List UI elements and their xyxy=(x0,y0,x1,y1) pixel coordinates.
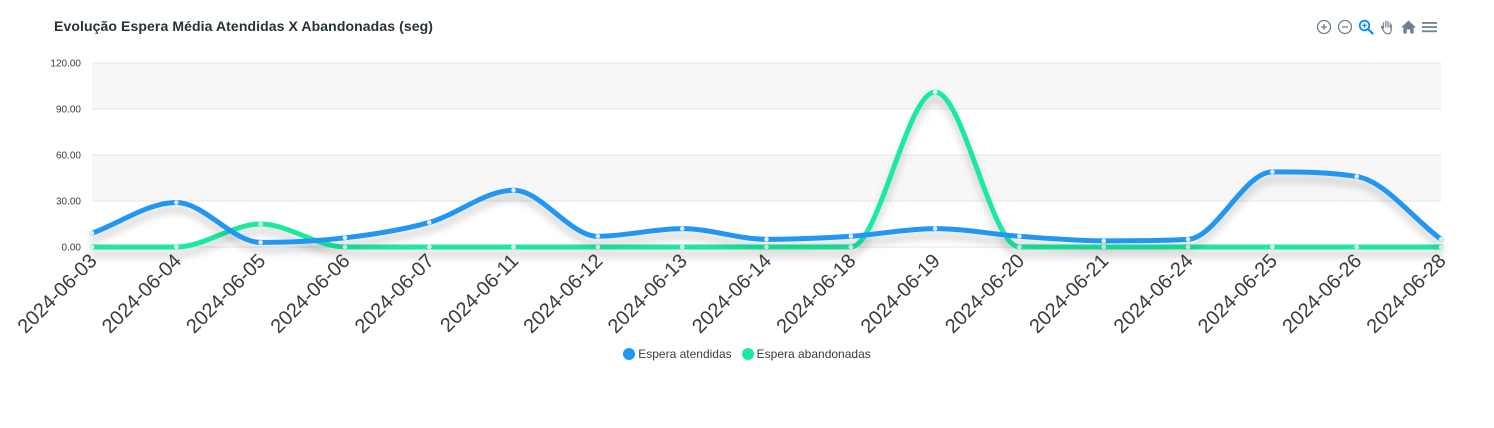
x-tick-label: 2024-06-04 xyxy=(98,250,186,338)
data-point[interactable] xyxy=(342,244,348,250)
data-point[interactable] xyxy=(426,220,432,225)
grid-band xyxy=(92,109,1441,155)
data-point[interactable] xyxy=(1270,169,1275,175)
reset-home-icon[interactable] xyxy=(1398,17,1418,37)
zoom-in-icon[interactable] xyxy=(1314,17,1334,37)
data-point[interactable] xyxy=(426,244,432,250)
data-point[interactable] xyxy=(764,237,769,242)
data-point[interactable] xyxy=(595,244,601,250)
x-tick-label: 2024-06-28 xyxy=(1363,250,1451,338)
zoom-out-icon[interactable] xyxy=(1335,17,1355,37)
data-point[interactable] xyxy=(932,89,938,95)
data-point[interactable] xyxy=(1017,233,1022,239)
x-tick-label: 2024-06-13 xyxy=(604,250,692,338)
legend-item-espera-abandonadas[interactable]: Espera abandonadas xyxy=(741,347,871,361)
data-point[interactable] xyxy=(595,233,601,239)
menu-icon[interactable] xyxy=(1419,17,1439,37)
series-espera-atendidas xyxy=(89,169,1444,245)
grid-band xyxy=(92,63,1441,109)
data-point[interactable] xyxy=(1185,244,1191,250)
x-tick-label: 2024-06-18 xyxy=(772,250,860,338)
pan-hand-icon[interactable] xyxy=(1377,17,1397,37)
chart-title: Evolução Espera Média Atendidas X Abando… xyxy=(54,18,434,34)
data-point[interactable] xyxy=(764,244,769,250)
chart-legend: Espera atendidas Espera abandonadas xyxy=(0,347,1494,361)
x-tick-label: 2024-06-26 xyxy=(1278,250,1366,338)
data-point[interactable] xyxy=(174,200,179,205)
data-point[interactable] xyxy=(89,244,95,250)
data-point[interactable] xyxy=(1270,244,1275,250)
data-point[interactable] xyxy=(679,226,685,231)
series-espera-abandonadas xyxy=(89,89,1444,250)
data-point[interactable] xyxy=(89,230,95,236)
selection-zoom-icon[interactable] xyxy=(1356,17,1376,37)
legend-label: Espera abandonadas xyxy=(756,347,871,361)
data-point[interactable] xyxy=(258,240,263,245)
data-point[interactable] xyxy=(1354,244,1359,250)
series-line xyxy=(89,89,1444,250)
data-point[interactable] xyxy=(258,221,263,227)
data-point[interactable] xyxy=(511,187,516,193)
data-point[interactable] xyxy=(1101,238,1107,244)
line-chart: 0.0030.0060.0090.00120.002024-06-032024-… xyxy=(14,59,1451,338)
data-point[interactable] xyxy=(1438,244,1444,250)
x-tick-label: 2024-06-11 xyxy=(436,250,523,337)
y-tick-label: 120.00 xyxy=(50,59,81,70)
data-point[interactable] xyxy=(1438,237,1444,242)
data-point[interactable] xyxy=(1354,174,1359,179)
y-tick-label: 60.00 xyxy=(56,151,81,162)
x-tick-label: 2024-06-25 xyxy=(1194,250,1282,338)
y-tick-label: 0.00 xyxy=(62,243,82,254)
data-point[interactable] xyxy=(932,226,938,231)
legend-label: Espera atendidas xyxy=(638,347,732,361)
x-tick-label: 2024-06-07 xyxy=(351,250,439,338)
x-tick-label: 2024-06-21 xyxy=(1025,250,1113,338)
legend-item-espera-atendidas[interactable]: Espera atendidas xyxy=(623,347,732,361)
data-point[interactable] xyxy=(848,233,854,239)
data-point[interactable] xyxy=(174,244,179,250)
data-point[interactable] xyxy=(679,244,685,250)
data-point[interactable] xyxy=(342,235,348,241)
x-tick-label: 2024-06-24 xyxy=(1110,250,1198,338)
grid-band xyxy=(92,155,1441,201)
x-tick-label: 2024-06-05 xyxy=(182,250,270,338)
x-tick-label: 2024-06-19 xyxy=(857,250,945,338)
data-point[interactable] xyxy=(1017,244,1022,250)
x-tick-label: 2024-06-14 xyxy=(688,250,776,338)
legend-marker xyxy=(623,348,636,360)
y-tick-label: 90.00 xyxy=(56,105,81,116)
legend-marker xyxy=(741,348,754,360)
x-tick-label: 2024-06-06 xyxy=(267,250,355,338)
y-tick-label: 30.00 xyxy=(56,197,81,208)
data-point[interactable] xyxy=(1185,237,1191,242)
x-tick-label: 2024-06-03 xyxy=(14,250,102,338)
data-point[interactable] xyxy=(511,244,516,250)
x-tick-label: 2024-06-20 xyxy=(941,250,1029,338)
data-point[interactable] xyxy=(848,244,854,250)
chart-toolbar xyxy=(1314,16,1440,38)
data-point[interactable] xyxy=(1101,244,1107,250)
x-tick-label: 2024-06-12 xyxy=(520,250,608,338)
